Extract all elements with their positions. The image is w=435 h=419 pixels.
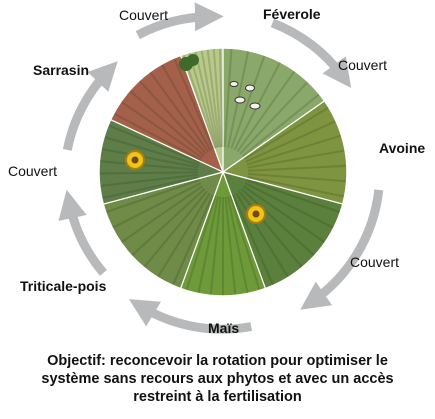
label-couvert-right: Couvert: [338, 57, 387, 73]
rotation-cycle-diagram: Couvert Féverole Couvert Avoine Couvert …: [8, 2, 425, 336]
photo-maize: [174, 170, 272, 296]
vegetation-texture: [99, 134, 200, 166]
label-couvert-top: Couvert: [119, 7, 168, 23]
vegetation-texture: [247, 164, 347, 172]
vegetation-texture: [153, 192, 211, 284]
vegetation-texture: [196, 196, 220, 296]
vegetation-texture: [224, 196, 237, 296]
label-couvert-bottom-right: Couvert: [350, 254, 399, 270]
vegetation-texture: [242, 185, 331, 247]
vegetation-texture: [241, 89, 325, 158]
vegetation-texture: [236, 65, 300, 153]
vegetation-texture: [124, 85, 205, 157]
vegetation-texture: [99, 179, 200, 216]
label-mais: Maïs: [208, 320, 239, 336]
vegetation-texture: [227, 48, 251, 148]
rotation-arrows: [58, 2, 384, 334]
label-couvert-left: Couvert: [8, 163, 57, 179]
vegetation-texture: [157, 58, 212, 151]
vegetation-texture: [170, 52, 215, 150]
vegetation-texture: [169, 194, 214, 292]
photo-cover-left: [99, 112, 225, 209]
caption: Objectif: reconcevoir la rotation pour o…: [0, 352, 435, 406]
vegetation-texture: [99, 146, 199, 169]
caption-line-3: restreint à la fertilisation: [133, 389, 302, 405]
vegetation-texture: [99, 171, 199, 175]
arrow-couvert-to-feverole: [135, 2, 224, 40]
vegetation-texture: [107, 109, 202, 162]
vegetation-texture: [232, 194, 277, 292]
caption-line-2: système sans recours aux phytos et avec …: [41, 371, 394, 387]
vegetation-texture: [238, 190, 307, 273]
vegetation-texture: [115, 185, 204, 247]
arrow-couvert-to-mais: [128, 299, 253, 334]
vegetation-texture: [106, 182, 202, 232]
vegetation-texture: [246, 132, 347, 166]
vegetation-texture: [235, 192, 293, 284]
arrow-couvert-to-sarrasin: [62, 61, 118, 151]
faba-flower-icon: [229, 81, 261, 110]
vegetation-texture: [99, 159, 199, 171]
vegetation-texture: [134, 75, 207, 155]
vegetation-texture: [243, 103, 335, 160]
vegetation-texture: [199, 48, 220, 148]
vegetation-texture: [240, 188, 320, 261]
vegetation-texture: [99, 176, 199, 201]
vegetation-texture: [218, 48, 224, 148]
label-sarrasin: Sarrasin: [33, 62, 89, 78]
arrow-feverole-to-couvert: [270, 18, 352, 88]
tree-icon: [179, 54, 199, 71]
label-avoine: Avoine: [379, 140, 425, 156]
vegetation-texture: [209, 196, 222, 296]
vegetation-texture: [226, 196, 250, 296]
vegetation-texture: [247, 148, 347, 169]
vegetation-texture: [115, 97, 204, 159]
vegetation-texture: [205, 48, 221, 148]
crop-photo-wheel: [99, 48, 347, 296]
arrow-avoine-to-couvert: [300, 189, 384, 310]
caption-line-1: Objectif: reconcevoir la rotation pour o…: [47, 353, 388, 369]
vegetation-texture: [212, 48, 223, 148]
vegetation-texture: [233, 56, 284, 151]
vegetation-texture: [245, 117, 342, 163]
vegetation-texture: [183, 195, 217, 296]
vegetation-texture: [247, 175, 347, 199]
vegetation-texture: [139, 190, 208, 273]
vegetation-texture: [99, 173, 199, 188]
vegetation-texture: [239, 76, 313, 155]
vegetation-texture: [229, 195, 263, 296]
label-triticale-pois: Triticale-pois: [20, 278, 107, 294]
vegetation-texture: [230, 49, 268, 149]
arrow-triticale-to-couvert: [58, 189, 107, 276]
vegetation-texture: [126, 188, 206, 261]
vegetation-texture: [223, 48, 233, 148]
vegetation-texture: [102, 122, 201, 164]
vegetation-texture: [246, 179, 347, 216]
vegetation-texture: [145, 66, 210, 153]
label-feverole: Féverole: [263, 6, 321, 22]
vegetation-texture: [247, 172, 347, 183]
vegetation-texture: [244, 182, 340, 232]
